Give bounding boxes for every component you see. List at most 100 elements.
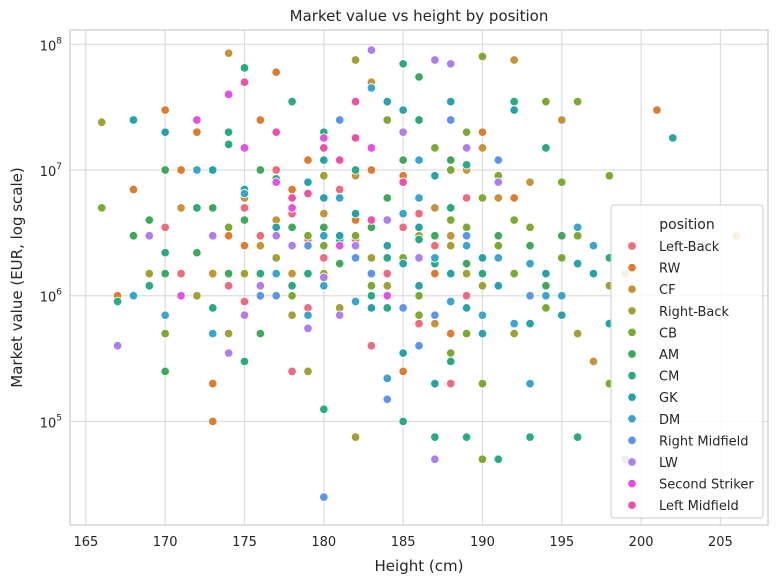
data-point bbox=[319, 222, 329, 233]
data-point bbox=[445, 96, 456, 107]
chart-title: Market value vs height by position bbox=[290, 7, 549, 25]
data-point bbox=[160, 310, 170, 320]
data-point bbox=[509, 215, 519, 225]
data-point bbox=[461, 328, 472, 339]
x-tick-label: 175 bbox=[232, 535, 257, 550]
data-point bbox=[350, 253, 361, 263]
data-point bbox=[208, 203, 218, 213]
data-point bbox=[223, 281, 234, 291]
x-tick-label: 190 bbox=[470, 535, 495, 550]
data-point bbox=[192, 247, 202, 258]
legend-marker bbox=[627, 262, 637, 273]
legend-item-right-back: Right-Back bbox=[627, 305, 729, 320]
data-point bbox=[588, 268, 599, 279]
data-point bbox=[239, 268, 250, 279]
data-point bbox=[525, 240, 535, 251]
data-point bbox=[334, 184, 345, 195]
data-point bbox=[239, 188, 250, 199]
legend-marker bbox=[627, 327, 637, 338]
data-point bbox=[366, 268, 377, 279]
data-point bbox=[461, 303, 472, 313]
data-point bbox=[208, 303, 218, 313]
data-point bbox=[445, 231, 456, 241]
data-point bbox=[176, 268, 186, 279]
data-point bbox=[319, 171, 329, 181]
data-point bbox=[382, 115, 393, 125]
data-point bbox=[303, 323, 313, 334]
data-point bbox=[461, 127, 472, 137]
data-point bbox=[493, 155, 504, 165]
data-point bbox=[160, 165, 170, 175]
data-point bbox=[541, 281, 551, 291]
series-lw bbox=[112, 45, 504, 465]
data-point bbox=[223, 231, 234, 241]
data-point bbox=[414, 341, 424, 351]
data-point bbox=[208, 416, 218, 427]
data-point bbox=[287, 240, 297, 251]
data-point bbox=[96, 117, 107, 127]
data-point bbox=[287, 268, 297, 279]
legend-item-gk: GK bbox=[627, 391, 678, 406]
data-point bbox=[445, 378, 456, 389]
data-point bbox=[445, 328, 456, 339]
data-point bbox=[414, 222, 424, 233]
data-point bbox=[541, 96, 551, 107]
legend-marker bbox=[627, 306, 637, 316]
data-point bbox=[477, 253, 488, 263]
legend-item-cf: CF bbox=[627, 283, 676, 298]
data-point bbox=[445, 240, 456, 251]
data-point bbox=[255, 281, 266, 291]
data-point bbox=[303, 268, 313, 279]
series-dm bbox=[128, 83, 599, 389]
data-point bbox=[255, 328, 266, 339]
data-point bbox=[461, 268, 472, 279]
data-point bbox=[208, 268, 218, 279]
data-point bbox=[398, 348, 408, 358]
x-tick-label: 185 bbox=[391, 535, 416, 550]
x-tick-label: 170 bbox=[153, 535, 178, 550]
legend-label: Second Striker bbox=[659, 478, 754, 493]
data-point bbox=[461, 432, 472, 442]
data-point bbox=[303, 366, 313, 377]
data-point bbox=[319, 133, 329, 143]
legend-box bbox=[610, 204, 764, 519]
data-point bbox=[430, 143, 440, 153]
legend-item-dm: DM bbox=[627, 413, 680, 428]
data-point bbox=[319, 208, 329, 219]
data-point bbox=[430, 454, 440, 465]
data-point bbox=[461, 290, 472, 301]
data-point bbox=[334, 258, 345, 269]
legend-label: Right Midfield bbox=[659, 434, 749, 449]
data-point bbox=[445, 215, 456, 225]
legend-item-rw: RW bbox=[627, 262, 681, 277]
data-point bbox=[350, 432, 361, 442]
data-point bbox=[445, 165, 456, 175]
data-point bbox=[652, 105, 662, 115]
data-point bbox=[445, 296, 456, 307]
data-point bbox=[319, 193, 329, 203]
data-point bbox=[382, 96, 393, 107]
data-point bbox=[287, 281, 297, 291]
data-point bbox=[271, 165, 281, 175]
y-tick-label: 105 bbox=[40, 413, 62, 431]
data-point bbox=[430, 253, 440, 263]
data-point bbox=[398, 258, 408, 269]
x-tick-label: 165 bbox=[73, 535, 98, 550]
legend-marker bbox=[627, 414, 637, 424]
data-point bbox=[255, 268, 266, 279]
data-point bbox=[144, 215, 155, 225]
legend-marker bbox=[627, 370, 637, 381]
data-point bbox=[128, 231, 139, 241]
data-point bbox=[572, 258, 583, 269]
legend-marker bbox=[627, 349, 637, 359]
data-point bbox=[445, 268, 456, 279]
data-point bbox=[509, 96, 519, 107]
data-point bbox=[255, 290, 266, 301]
legend-label: CF bbox=[659, 283, 676, 298]
data-point bbox=[525, 258, 535, 269]
data-point bbox=[588, 240, 599, 251]
data-point bbox=[414, 318, 424, 329]
data-point bbox=[541, 303, 551, 313]
data-point bbox=[382, 193, 393, 203]
data-point bbox=[239, 215, 250, 225]
